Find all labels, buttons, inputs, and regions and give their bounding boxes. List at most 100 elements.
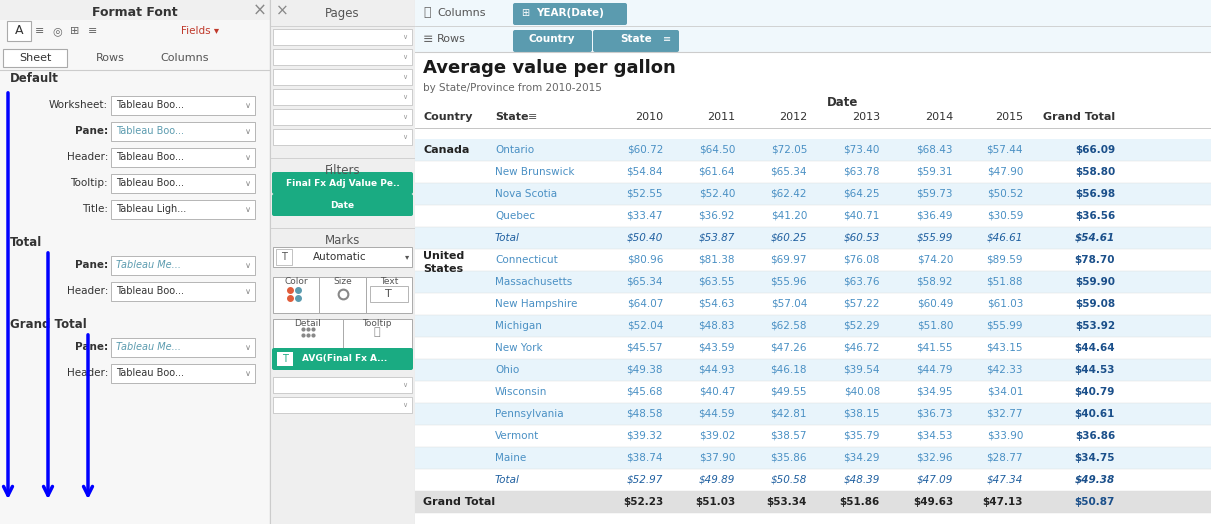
Text: $38.74: $38.74 (626, 453, 662, 463)
Text: 2011: 2011 (707, 112, 735, 122)
Text: Sheet: Sheet (19, 53, 51, 63)
Text: New Hampshire: New Hampshire (495, 299, 578, 309)
Text: $73.40: $73.40 (844, 145, 880, 155)
Text: $59.08: $59.08 (1075, 299, 1115, 309)
Text: Grand Total: Grand Total (10, 318, 87, 331)
Text: $57.22: $57.22 (844, 299, 880, 309)
Text: $54.63: $54.63 (699, 299, 735, 309)
Text: ×: × (253, 2, 266, 20)
Bar (415, 337, 1211, 359)
Text: $64.50: $64.50 (699, 145, 735, 155)
Bar (415, 381, 1211, 403)
Text: $40.47: $40.47 (699, 387, 735, 397)
Text: Header:: Header: (67, 286, 108, 296)
Text: $38.15: $38.15 (844, 409, 880, 419)
Text: $47.26: $47.26 (770, 343, 807, 353)
Text: $58.80: $58.80 (1074, 167, 1115, 177)
Text: Tableau Boo...: Tableau Boo... (116, 100, 184, 110)
Bar (415, 183, 1211, 205)
Text: $49.38: $49.38 (1074, 475, 1115, 485)
Text: $64.25: $64.25 (844, 189, 880, 199)
Text: Tableau Boo...: Tableau Boo... (116, 178, 184, 188)
FancyBboxPatch shape (111, 148, 256, 167)
FancyBboxPatch shape (272, 129, 412, 145)
FancyBboxPatch shape (276, 249, 292, 265)
Text: $53.92: $53.92 (1075, 321, 1115, 331)
FancyBboxPatch shape (272, 69, 412, 85)
Text: $34.01: $34.01 (987, 387, 1023, 397)
Text: $42.81: $42.81 (770, 409, 807, 419)
Text: ≡: ≡ (35, 26, 45, 36)
Text: $55.96: $55.96 (770, 277, 807, 287)
Text: New York: New York (495, 343, 543, 353)
Text: $33.47: $33.47 (626, 211, 662, 221)
FancyBboxPatch shape (111, 122, 256, 141)
FancyBboxPatch shape (272, 397, 412, 413)
Text: Date: Date (331, 201, 355, 210)
Text: Header:: Header: (67, 368, 108, 378)
Text: $56.98: $56.98 (1075, 189, 1115, 199)
Text: $63.55: $63.55 (699, 277, 735, 287)
Text: $35.79: $35.79 (844, 431, 880, 441)
Text: Tableau Boo...: Tableau Boo... (116, 126, 184, 136)
Text: $65.34: $65.34 (626, 277, 662, 287)
Text: $53.34: $53.34 (767, 497, 807, 507)
Text: Ontario: Ontario (495, 145, 534, 155)
Text: $34.95: $34.95 (917, 387, 953, 397)
Text: ∨: ∨ (402, 34, 408, 40)
Text: $48.83: $48.83 (699, 321, 735, 331)
Text: T: T (282, 354, 288, 364)
Text: ≡: ≡ (528, 112, 538, 122)
FancyBboxPatch shape (7, 21, 31, 41)
Text: $63.76: $63.76 (844, 277, 880, 287)
Text: $60.72: $60.72 (626, 145, 662, 155)
Text: $45.57: $45.57 (626, 343, 662, 353)
Text: Marks: Marks (325, 234, 360, 246)
Text: ∨: ∨ (245, 260, 251, 269)
Text: Total: Total (495, 475, 520, 485)
FancyBboxPatch shape (272, 29, 412, 45)
Bar (415, 0, 1211, 52)
Text: $81.38: $81.38 (699, 255, 735, 265)
Text: Grand Total: Grand Total (423, 497, 495, 507)
Text: T: T (281, 252, 287, 262)
Text: Final Fx Adj Value Pe..: Final Fx Adj Value Pe.. (286, 179, 400, 188)
Text: $37.90: $37.90 (699, 453, 735, 463)
Text: $36.56: $36.56 (1074, 211, 1115, 221)
Text: State: State (620, 34, 652, 44)
Text: $44.93: $44.93 (699, 365, 735, 375)
Text: $76.08: $76.08 (844, 255, 880, 265)
Text: $40.61: $40.61 (1074, 409, 1115, 419)
FancyBboxPatch shape (277, 352, 293, 366)
Bar (415, 249, 1211, 271)
Text: $65.34: $65.34 (770, 167, 807, 177)
Text: 2012: 2012 (779, 112, 807, 122)
Text: $41.55: $41.55 (917, 343, 953, 353)
FancyBboxPatch shape (272, 109, 412, 125)
Text: $60.25: $60.25 (770, 233, 807, 243)
Text: $39.54: $39.54 (844, 365, 880, 375)
Text: Date: Date (827, 96, 859, 110)
Text: Quebec: Quebec (495, 211, 535, 221)
FancyBboxPatch shape (111, 364, 256, 383)
Text: ∨: ∨ (245, 101, 251, 110)
Text: $51.80: $51.80 (917, 321, 953, 331)
Text: 2013: 2013 (851, 112, 880, 122)
Text: $52.55: $52.55 (626, 189, 662, 199)
FancyBboxPatch shape (369, 286, 408, 302)
Text: $47.90: $47.90 (987, 167, 1023, 177)
Text: $32.77: $32.77 (987, 409, 1023, 419)
Text: $39.02: $39.02 (699, 431, 735, 441)
FancyBboxPatch shape (513, 3, 627, 25)
Text: 2010: 2010 (635, 112, 662, 122)
Text: ≡: ≡ (662, 34, 671, 44)
Text: $62.42: $62.42 (770, 189, 807, 199)
Text: $61.03: $61.03 (987, 299, 1023, 309)
Text: ▾: ▾ (404, 253, 409, 261)
Text: $59.90: $59.90 (1075, 277, 1115, 287)
Text: Ohio: Ohio (495, 365, 520, 375)
Text: Total: Total (495, 233, 520, 243)
Text: ∨: ∨ (245, 126, 251, 136)
Text: ∨: ∨ (402, 402, 408, 408)
Text: $35.86: $35.86 (770, 453, 807, 463)
